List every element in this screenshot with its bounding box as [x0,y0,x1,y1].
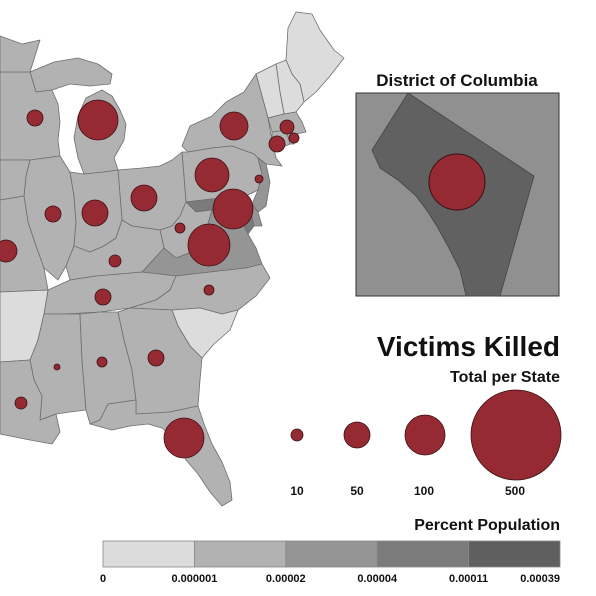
colorbar-bin-3 [376,540,470,568]
colorbar-tick-0: 0 [100,573,106,585]
bubble-florida [163,417,205,459]
bubble-rhode-island [288,132,300,144]
bubble-west-virginia [174,222,186,234]
bubble-massachusetts [279,119,295,135]
colorbar-bin-1 [193,540,287,568]
bubble-illinois [44,205,62,223]
bubble-ohio [130,184,158,212]
legend-label-500: 500 [505,484,525,498]
state-minnesota [0,35,41,73]
inset-map [355,92,560,297]
bubble-tennessee [94,288,112,306]
colorbar: 0 0.000001 0.00002 0.00004 0.00011 0.000… [100,540,561,585]
state-florida [89,399,233,507]
bubble-new-york [219,111,249,141]
bubble-kentucky [108,254,122,268]
legend-subtitle: Total per State [450,369,560,386]
colorbar-tick-3: 0.00004 [357,573,398,585]
bubble-virginia [187,223,231,267]
legend-title: Victims Killed [377,331,560,362]
legend-bubble-10 [290,428,304,442]
legend-bubble-500 [470,389,562,481]
bubble-new-jersey [254,174,264,184]
bubble-maryland [212,188,254,230]
bubble-mississippi [53,363,61,371]
bubble-alabama [96,356,108,368]
legend-label-50: 50 [350,484,364,498]
colorbar-bin-2 [285,540,378,568]
legend-bubble-100 [404,414,446,456]
legend-label-100: 100 [414,484,434,498]
colorbar-bin-0 [102,540,195,568]
bubble-michigan-upper [26,109,44,127]
bubble-michigan [77,99,119,141]
bubble-louisiana [14,396,28,410]
colorbar-tick-5: 0.00039 [520,573,560,585]
state-michigan-upper [29,57,113,93]
colorbar-bin-4 [468,540,561,568]
colorbar-title: Percent Population [414,517,560,534]
size-legend: 10 50 100 500 [290,389,562,498]
legend-label-10: 10 [290,484,304,498]
bubble-north-carolina [203,284,215,296]
bubble-indiana [81,199,109,227]
state-iowa [0,159,31,201]
state-louisiana [0,359,61,445]
inset-dc-bubble [428,153,486,211]
bubble-connecticut [268,135,286,153]
colorbar-tick-1: 0.000001 [171,573,217,585]
colorbar-tick-4: 0.00011 [449,573,488,585]
bubble-missouri [0,239,18,263]
state-bubbles [0,99,300,459]
legend-bubble-50 [343,421,371,449]
colorbar-tick-2: 0.00002 [266,573,306,585]
bubble-pennsylvania [194,157,230,193]
bubble-georgia [147,349,165,367]
inset-title: District of Columbia [376,71,538,90]
